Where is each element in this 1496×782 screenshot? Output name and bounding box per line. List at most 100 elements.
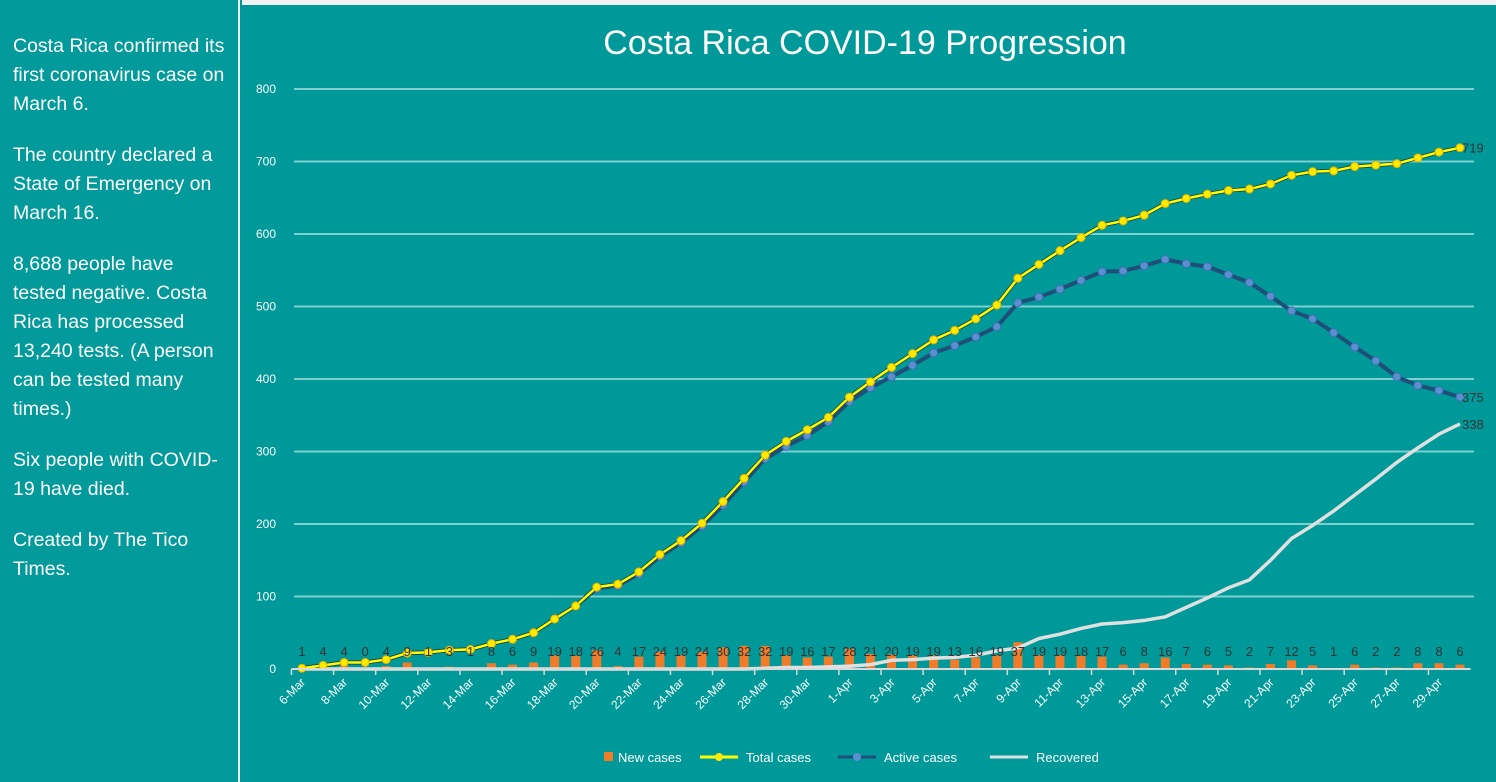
new-cases-label: 2 [1372,644,1379,659]
total-cases-point [1287,170,1297,180]
new-cases-bar [697,651,707,669]
x-tick-label: 14-Mar [440,675,477,712]
active-cases-point [1034,292,1044,302]
new-cases-bar [823,656,833,669]
total-cases-line [301,146,1461,670]
deaths-text: Six people with COVID-19 have died. [13,449,218,500]
new-cases-label: 8 [488,644,495,659]
active-cases-point [1371,356,1381,366]
new-cases-label: 32 [737,644,751,659]
new-cases-label: 21 [863,644,877,659]
active-cases-point [908,360,918,370]
new-cases-label: 2 [1246,644,1253,659]
x-tick-label: 12-Mar [398,675,435,712]
top-strip [242,0,1496,5]
active-cases-point [950,341,960,351]
new-cases-label: 1 [298,644,305,659]
total-cases-point [1392,159,1402,169]
total-cases-point [844,392,854,402]
total-cases-point [550,614,560,624]
new-cases-bar [929,655,939,669]
total-cases-point [1055,246,1065,256]
legend-label: Total cases [746,750,812,765]
total-cases-point [676,536,686,546]
new-cases-label: 9 [530,644,537,659]
active-cases-point [1181,259,1191,269]
new-cases-bar [1308,665,1318,669]
active-cases-point [1013,298,1023,308]
total-cases-point [1076,233,1086,243]
total-cases-line-shadow [301,145,1461,671]
new-cases-label: 18 [1074,644,1088,659]
new-cases-label: 26 [590,644,604,659]
active-cases-point [1160,254,1170,264]
chart-title: Costa Rica COVID-19 Progression [603,24,1126,62]
total-cases-point [823,412,833,422]
new-cases-bar [781,655,791,669]
new-cases-label: 17 [821,644,835,659]
total-cases-point [465,644,475,654]
y-tick-label: 200 [256,517,276,531]
new-cases-label: 37 [1011,644,1025,659]
y-tick-label: 100 [256,590,276,604]
new-cases-bar [802,657,812,669]
x-tick-label: 21-Apr [1241,675,1276,710]
legend-label: New cases [618,750,682,765]
total-cases-point [1455,143,1465,153]
total-cases-point [1413,153,1423,163]
new-cases-bar [1139,663,1149,669]
legend-swatch [604,752,613,761]
new-cases-label: 6 [1120,644,1127,659]
covid-chart: Costa Rica COVID-19 Progression 01002003… [256,24,1484,765]
x-tick-label: 26-Mar [692,675,729,712]
new-cases-label: 19 [779,644,793,659]
x-tick-label: 28-Mar [735,675,772,712]
legend-marker [853,753,861,761]
new-cases-bar [1055,655,1065,669]
new-cases-label: 6 [509,644,516,659]
new-cases-label: 5 [1309,644,1316,659]
info-panel: Costa Rica confirmed its first coronavir… [0,0,240,782]
new-cases-label: 4 [383,644,390,659]
tests-text: 8,688 people have tested negative. Costa… [13,253,214,420]
total-cases-point [529,628,539,638]
new-cases-label: 4 [319,644,326,659]
total-cases-point [1034,259,1044,269]
x-tick-label: 3-Apr [867,675,898,706]
new-cases-bar [844,648,854,669]
new-cases-label: 13 [947,644,961,659]
active-cases-point [1244,278,1254,288]
new-cases-bar [1013,642,1023,669]
total-cases-point [908,349,918,359]
total-cases-point [571,601,581,611]
new-cases-bar [1455,664,1465,669]
total-cases-point [781,436,791,446]
new-cases-label: 16 [1158,644,1172,659]
legend-item: Total cases [700,750,812,765]
new-cases-bar [760,645,770,669]
active-cases-point [1097,267,1107,277]
new-cases-label: 2 [1393,644,1400,659]
y-tick-label: 500 [256,300,276,314]
total-cases-point [486,639,496,649]
x-tick-label: 7-Apr [951,675,982,706]
new-cases-bar [676,655,686,669]
total-cases-point [634,567,644,577]
total-cases-point [1097,220,1107,230]
new-cases-label: 19 [990,644,1004,659]
new-cases-bar [950,659,960,669]
new-cases-bar [1223,665,1233,669]
new-cases-bar [1413,663,1423,669]
x-tick-label: 20-Mar [566,675,603,712]
new-cases-bar [739,645,749,669]
total-cases-point [1139,210,1149,220]
new-cases-label: 8 [1414,644,1421,659]
new-cases-bar [992,655,1002,669]
new-cases-label: 19 [674,644,688,659]
total-cases-point [508,634,518,644]
new-cases-bar [1434,663,1444,669]
new-cases-bar [971,657,981,669]
active-cases-point [1434,386,1444,396]
active-cases-point [1266,291,1276,301]
total-cases-point [592,582,602,592]
